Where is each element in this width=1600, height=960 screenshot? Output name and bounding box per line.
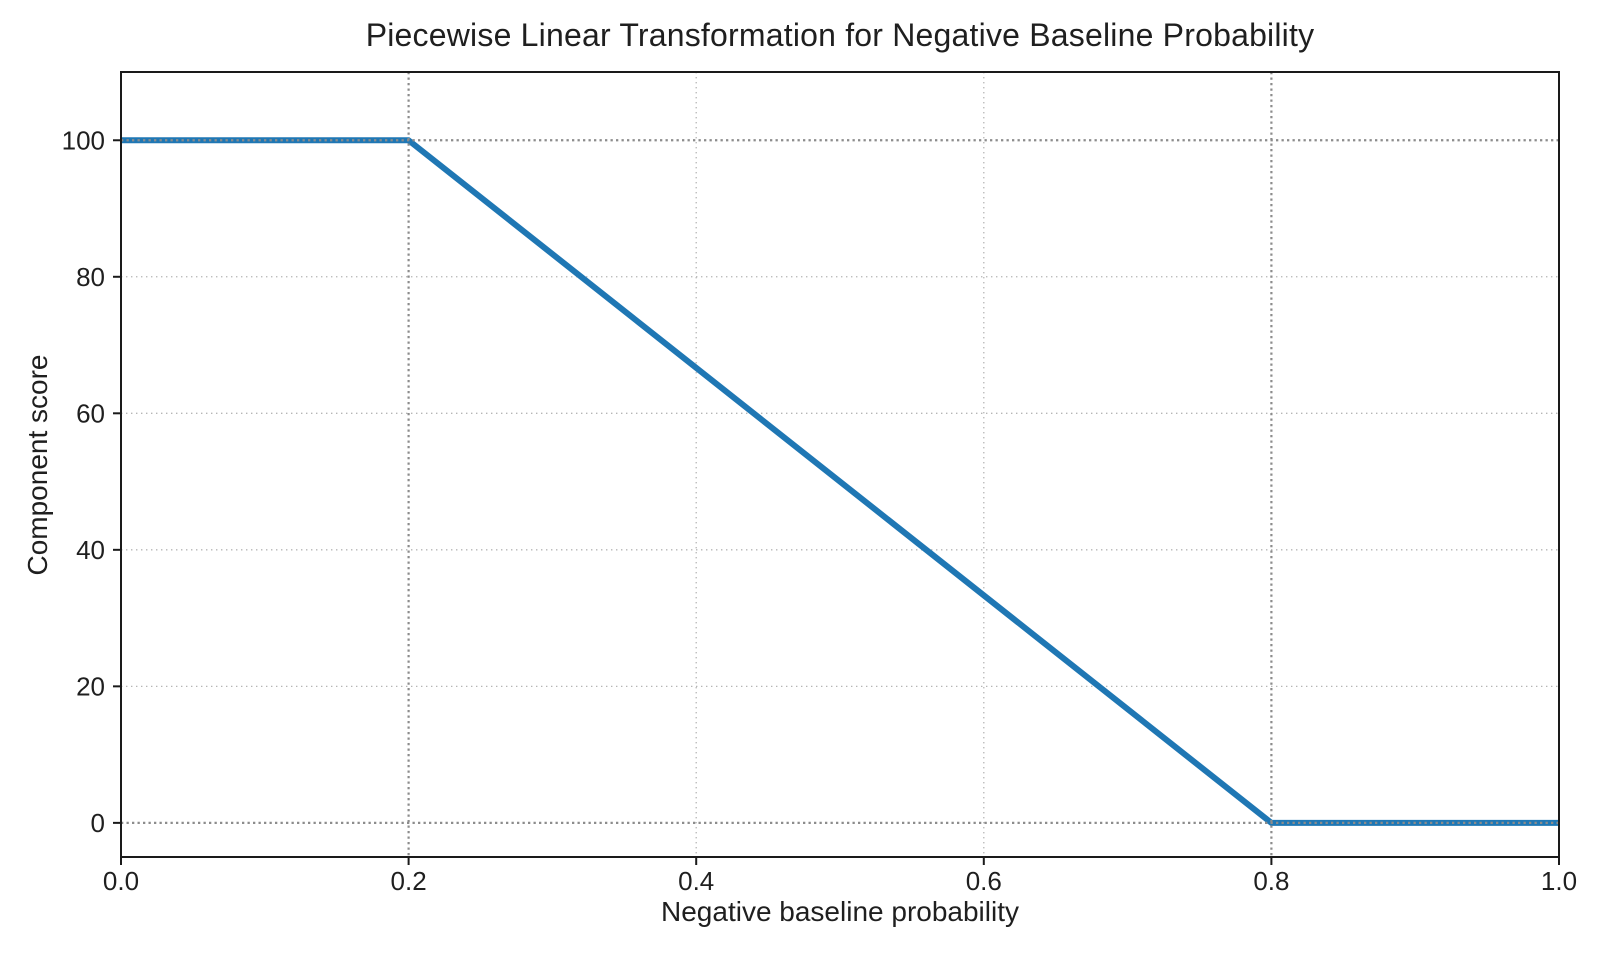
y-tick-label: 100: [62, 125, 105, 155]
y-tick-label: 40: [76, 535, 105, 565]
y-tick-label: 80: [76, 262, 105, 292]
y-tick-label: 60: [76, 398, 105, 428]
chart-title: Piecewise Linear Transformation for Nega…: [365, 17, 1315, 53]
x-tick-label: 0.6: [966, 866, 1002, 896]
x-axis-label: Negative baseline probability: [661, 896, 1019, 927]
axes-border: [120, 71, 1560, 858]
x-tick-label: 1.0: [1541, 866, 1577, 896]
series-line: [121, 137, 1559, 826]
y-tick-label: 20: [76, 671, 105, 701]
x-tick-label: 0.0: [103, 866, 139, 896]
x-tick-label: 0.8: [1253, 866, 1289, 896]
y-tick-label: 0: [91, 808, 105, 838]
y-axis-label: Component score: [22, 354, 53, 576]
x-tick-label: 0.4: [678, 866, 714, 896]
x-tick-label: 0.2: [391, 866, 427, 896]
